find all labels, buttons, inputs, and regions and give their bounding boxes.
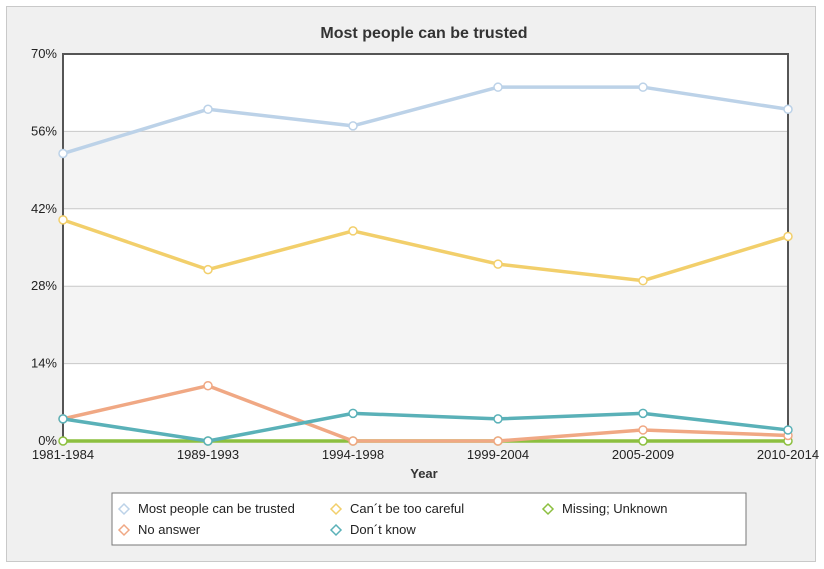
data-point [638,436,648,446]
data-point [203,104,213,115]
x-tick-label: 1994-1998 [322,447,384,462]
data-point [58,215,68,225]
legend-item[interactable]: No answer [117,522,201,537]
legend-label: Most people can be trusted [138,501,295,516]
series-1 [58,215,793,286]
data-point [203,380,213,391]
legend-box [111,492,747,546]
series-0 [58,82,793,159]
data-point [58,436,68,446]
data-point [493,82,503,92]
series-4 [58,408,793,446]
x-tick-label: 2005-2009 [612,447,674,462]
data-point [783,231,793,242]
data-point [493,436,503,446]
series-line [62,85,789,156]
x-tick-label: 2010-2014 [757,447,819,462]
y-axis-ticks: 0% 14% 28% 42% 56% 70% [31,46,57,448]
x-tick-label: 1989-1993 [177,447,239,462]
legend-label: Don´t know [350,522,416,537]
x-axis-ticks: 1981-1984 1989-1993 1994-1998 1999-2004 2005… [32,447,819,462]
data-point [783,425,793,435]
data-point [638,275,648,286]
data-point [203,264,213,275]
legend-marker [117,523,131,537]
y-tick-label: 14% [31,356,57,371]
legend-item[interactable]: Missing; Unknown [541,501,668,516]
data-point [638,82,648,92]
legend-marker [329,502,343,516]
chart-title: Most people can be trusted [320,25,527,42]
legend-item[interactable]: Can´t be too careful [329,501,464,516]
legend-label: Can´t be too careful [350,501,464,516]
data-point [58,148,68,159]
y-tick-label: 70% [31,46,57,61]
x-tick-label: 1981-1984 [32,447,94,462]
data-point [348,226,358,236]
data-point [348,121,358,131]
data-point [638,408,648,419]
y-tick-label: 28% [31,278,57,293]
data-point [348,436,358,446]
legend-marker [117,502,131,516]
series-lines [58,82,793,446]
legend[interactable]: Most people can be trusted Can´t be too c… [111,492,747,546]
plot-band [63,286,788,364]
plot-band [63,131,788,209]
data-point [638,425,648,435]
legend-label: No answer [138,522,201,537]
plot-background [63,54,788,441]
x-tick-label: 1999-2004 [467,447,529,462]
data-point [783,104,793,115]
legend-marker [541,502,555,516]
y-tick-label: 42% [31,201,57,216]
series-line [62,218,789,283]
legend-label: Missing; Unknown [562,501,668,516]
legend-marker [329,523,343,537]
series-line [62,383,789,443]
data-point [203,436,213,446]
legend-item[interactable]: Don´t know [329,522,416,537]
data-point [493,414,503,424]
data-point [58,414,68,424]
y-tick-label: 56% [31,123,57,138]
x-axis-title: Year [410,466,437,481]
series-line [62,411,789,443]
legend-item[interactable]: Most people can be trusted [117,501,295,516]
y-tick-label: 0% [38,433,57,448]
data-point [348,408,358,419]
grid-lines [62,53,789,442]
data-point [493,259,503,269]
